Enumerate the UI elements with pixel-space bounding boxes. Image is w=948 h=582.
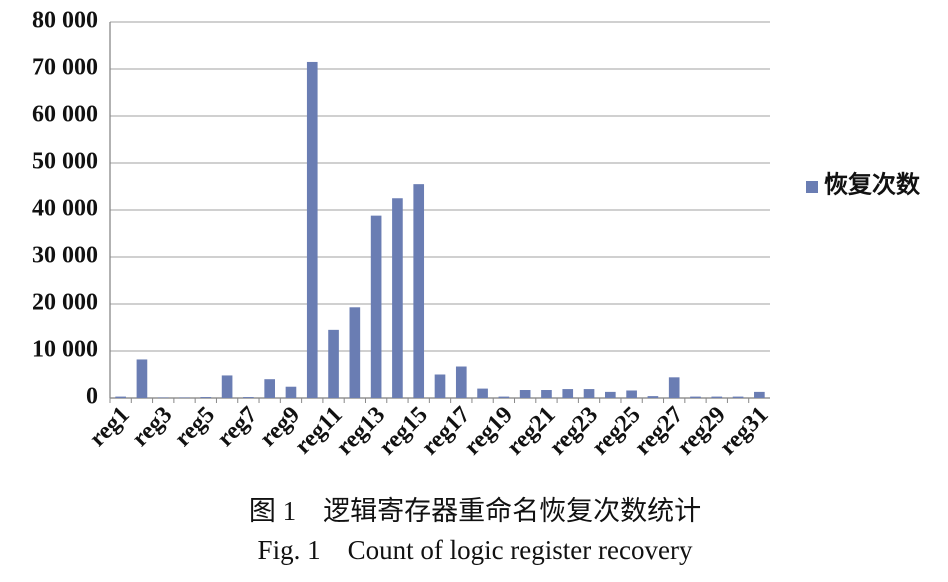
- bar: [626, 390, 637, 398]
- x-tick-label: reg21: [502, 402, 561, 461]
- bar: [477, 388, 488, 398]
- legend-label: 恢复次数: [824, 172, 921, 199]
- x-tick-label: reg3: [127, 402, 177, 452]
- bar: [690, 396, 701, 398]
- y-tick-label: 20 000: [32, 290, 98, 316]
- bar: [413, 184, 425, 398]
- bar: [392, 198, 403, 398]
- y-tick-label: 60 000: [32, 102, 98, 128]
- bar: [455, 366, 467, 398]
- x-tick-label: reg5: [170, 402, 220, 452]
- x-tick-label: reg23: [545, 402, 604, 461]
- bar: [583, 389, 595, 398]
- x-tick-label: reg13: [332, 402, 391, 461]
- x-tick-label: reg15: [374, 402, 433, 461]
- bar: [498, 396, 510, 398]
- x-tick-label: reg17: [417, 402, 476, 461]
- caption-cn: 图 1 逻辑寄存器重命名恢复次数统计: [249, 496, 701, 526]
- legend-swatch: [806, 181, 818, 193]
- x-tick-label: reg27: [630, 402, 689, 461]
- bar: [541, 390, 552, 398]
- x-tick-label: reg29: [672, 402, 731, 461]
- x-tick-label: reg25: [587, 402, 646, 461]
- x-tick-label: reg19: [459, 402, 518, 461]
- bar: [349, 307, 361, 398]
- x-tick-label: reg7: [212, 402, 262, 452]
- y-tick-label: 0: [86, 384, 98, 410]
- y-tick-label: 30 000: [32, 243, 98, 269]
- y-tick-label: 80 000: [32, 8, 98, 34]
- y-tick-label: 10 000: [32, 337, 98, 363]
- bar: [136, 359, 148, 398]
- bar: [562, 389, 574, 398]
- bar: [200, 397, 212, 398]
- bar: [221, 375, 233, 398]
- bar: [264, 379, 275, 398]
- x-tick-label: reg31: [715, 402, 774, 461]
- bar: [668, 377, 680, 398]
- bar: [754, 391, 765, 398]
- bar: [243, 397, 254, 398]
- bar: [285, 386, 297, 398]
- bar: [711, 396, 723, 398]
- bar: [605, 391, 616, 398]
- y-tick-label: 70 000: [32, 55, 98, 81]
- caption-en: Fig. 1 Count of logic register recovery: [258, 535, 693, 565]
- bar: [115, 396, 126, 398]
- bar: [647, 396, 659, 398]
- bar: [328, 329, 339, 398]
- y-tick-label: 50 000: [32, 149, 98, 175]
- bar: [732, 396, 744, 398]
- bar: [370, 215, 382, 398]
- bar: [519, 390, 531, 398]
- y-tick-label: 40 000: [32, 196, 98, 222]
- bar: [434, 374, 446, 398]
- bar: [306, 61, 318, 398]
- x-tick-label: reg11: [290, 402, 348, 460]
